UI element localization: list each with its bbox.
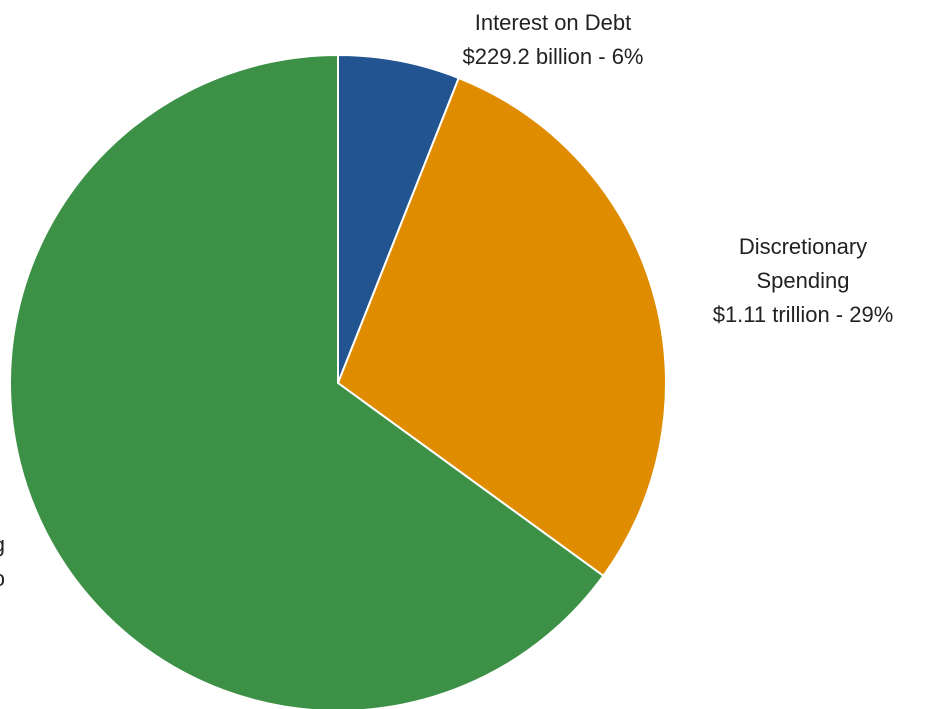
slice-label-line: $1.11 trillion - 29% <box>713 302 894 327</box>
pie-labels: Interest on Debt $229.2 billion - 6% Discr… <box>0 10 893 591</box>
slice-label-line: o <box>0 566 5 591</box>
pie-slice-interest-on-debt <box>337 54 460 384</box>
slice-label-mandatory-spending: go <box>0 532 5 591</box>
slice-label-line: $229.2 billion - 6% <box>462 44 643 69</box>
pie-slice-mandatory-spending <box>9 54 605 709</box>
slice-label-line: Discretionary <box>739 234 867 259</box>
slice-label-line: Spending <box>757 268 850 293</box>
slice-label-discretionary-spending: Discretionary Spending $1.11 trillion - 29… <box>713 234 894 327</box>
slice-label-interest-on-debt: Interest on Debt $229.2 billion - 6% <box>462 10 643 69</box>
slice-label-line: g <box>0 532 5 557</box>
pie-slice-discretionary-spending <box>337 77 667 577</box>
slice-label-line: Interest on Debt <box>475 10 632 35</box>
pie-slices <box>9 54 667 709</box>
